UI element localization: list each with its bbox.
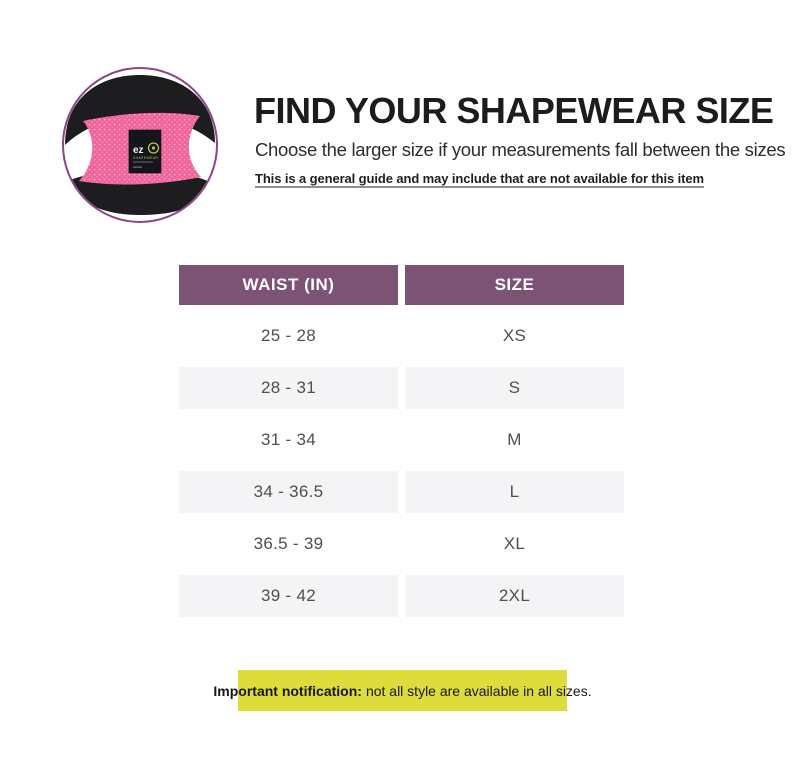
size-table: WAIST (IN) SIZE 25 - 28 XS 28 - 31 S 31 …	[179, 265, 624, 617]
product-image: ez SHAPEWEAR	[58, 63, 222, 227]
size-value: S	[405, 367, 624, 409]
page-title: FIND YOUR SHAPEWEAR SIZE	[254, 90, 774, 131]
general-guide-note: This is a general guide and may include …	[255, 171, 704, 186]
notification-label: Important notification:	[213, 682, 362, 699]
garment-top	[65, 75, 215, 145]
waist-value: 28 - 31	[179, 367, 398, 409]
size-value: XS	[405, 315, 624, 357]
waist-value: 39 - 42	[179, 575, 398, 617]
size-value: L	[405, 471, 624, 513]
important-notification: Important notification: not all style ar…	[213, 670, 592, 711]
waist-value: 34 - 36.5	[179, 471, 398, 513]
page-subtitle: Choose the larger size if your measureme…	[255, 139, 786, 160]
waist-trainer-graphic: ez SHAPEWEAR	[62, 67, 218, 223]
waist-value: 31 - 34	[179, 419, 398, 461]
notification-text: not all style are available in all sizes…	[365, 682, 592, 699]
brand-ring-icon	[147, 142, 160, 154]
brand-name: ez	[133, 145, 144, 156]
brand-label: ez SHAPEWEAR	[128, 129, 162, 174]
waist-value: 36.5 - 39	[179, 523, 398, 565]
size-value: 2XL	[405, 575, 624, 617]
size-value: XL	[405, 523, 624, 565]
column-header-size: SIZE	[405, 265, 624, 305]
column-header-waist: WAIST (IN)	[179, 265, 398, 305]
waist-value: 25 - 28	[179, 315, 398, 357]
brand-sub: SHAPEWEAR	[133, 156, 158, 160]
size-value: M	[405, 419, 624, 461]
